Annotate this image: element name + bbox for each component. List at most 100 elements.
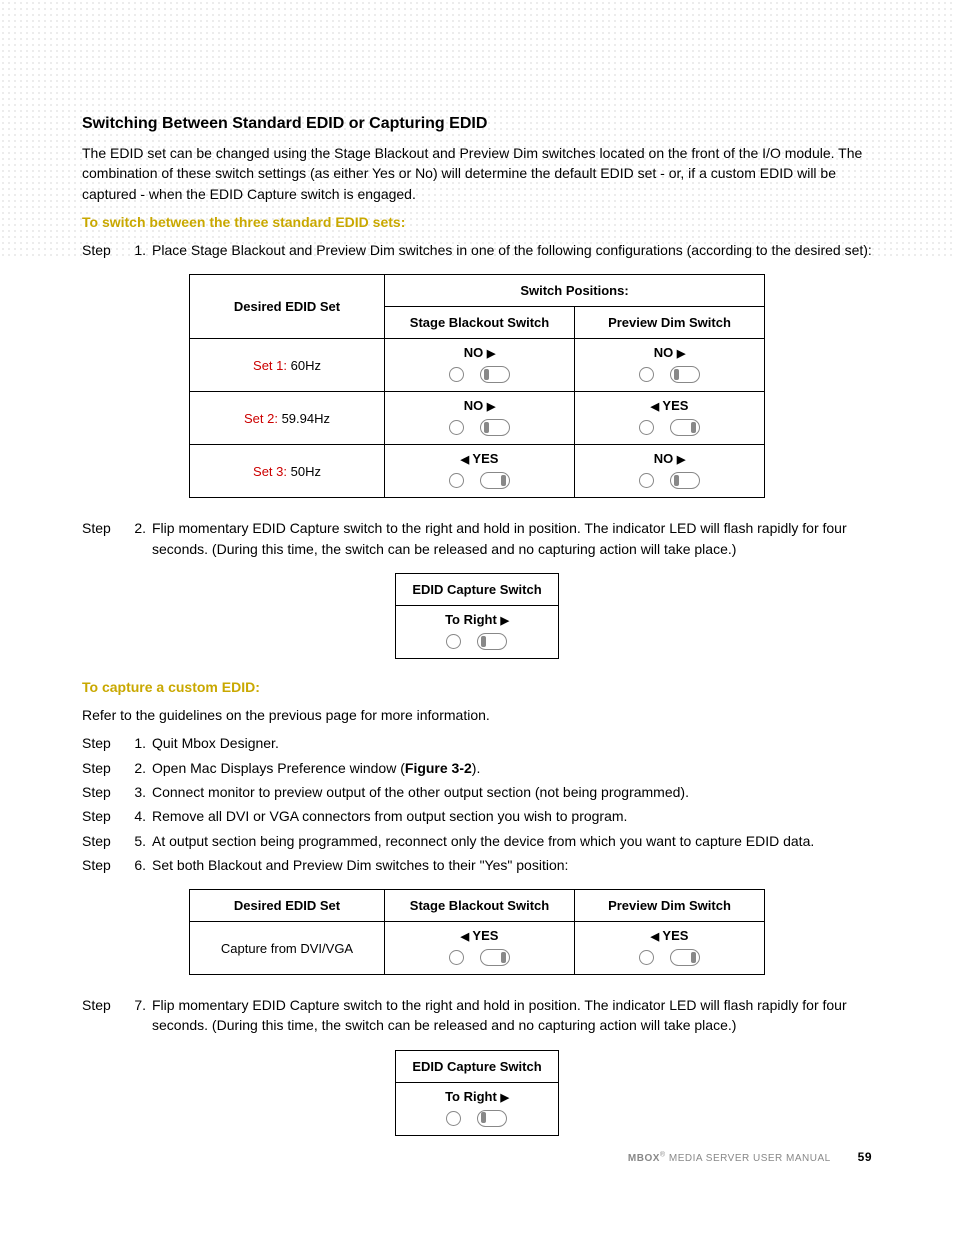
switch-graphic (396, 1110, 557, 1127)
led-icon (449, 950, 464, 965)
step: Step4.Remove all DVI or VGA connectors f… (82, 806, 872, 826)
capture-cell: To Right ▶ (396, 605, 558, 658)
page-footer: MBOX® MEDIA SERVER USER MANUAL 59 (628, 1150, 872, 1164)
toggle-icon (480, 472, 510, 489)
blackout-cell: ◀ YES (385, 922, 575, 975)
step-1: Step 1. Place Stage Blackout and Preview… (82, 240, 872, 260)
step: Step6.Set both Blackout and Preview Dim … (82, 855, 872, 875)
step-number: 2. (126, 518, 152, 559)
toggle-icon (670, 366, 700, 383)
th-preview: Preview Dim Switch (575, 890, 765, 922)
step: Step1.Quit Mbox Designer. (82, 733, 872, 753)
step-label: Step (82, 995, 126, 1036)
arrow-left-icon: ◀ (651, 930, 659, 943)
step: Step2.Open Mac Displays Preference windo… (82, 758, 872, 778)
arrow-right-icon: ▶ (487, 400, 495, 413)
arrow-right-icon: ▶ (677, 347, 685, 360)
arrow-left-icon: ◀ (651, 400, 659, 413)
step-text: Set both Blackout and Preview Dim switch… (152, 855, 872, 875)
th-preview: Preview Dim Switch (575, 307, 765, 339)
arrow-left-icon: ◀ (461, 930, 469, 943)
section-heading: Switching Between Standard EDID or Captu… (82, 115, 872, 133)
set-cell: Set 3: 50Hz (190, 445, 385, 498)
capture-set-cell: Capture from DVI/VGA (190, 922, 385, 975)
step-label: Step (82, 518, 126, 559)
step-text: Flip momentary EDID Capture switch to th… (152, 995, 872, 1036)
blackout-cell: NO ▶ (385, 392, 575, 445)
step-label: Step (82, 782, 126, 802)
toggle-icon (477, 633, 507, 650)
led-icon (449, 367, 464, 382)
capture-cell: To Right ▶ (396, 1082, 558, 1135)
step-number: 4. (126, 806, 152, 826)
arrow-right-icon: ▶ (500, 614, 508, 627)
step-text: Place Stage Blackout and Preview Dim swi… (152, 240, 872, 260)
led-icon (639, 473, 654, 488)
toggle-icon (477, 1110, 507, 1127)
step-label: Step (82, 831, 126, 851)
step-label: Step (82, 733, 126, 753)
preview-cell: NO ▶ (575, 339, 765, 392)
step-text: Remove all DVI or VGA connectors from ou… (152, 806, 872, 826)
th-blackout: Stage Blackout Switch (385, 307, 575, 339)
led-icon (639, 950, 654, 965)
preview-cell: ◀ YES (575, 392, 765, 445)
led-icon (446, 634, 461, 649)
led-icon (449, 420, 464, 435)
step-number: 6. (126, 855, 152, 875)
blackout-cell: ◀ YES (385, 445, 575, 498)
toggle-icon (480, 366, 510, 383)
step-number: 1. (126, 240, 152, 260)
arrow-right-icon: ▶ (677, 453, 685, 466)
step-label: Step (82, 806, 126, 826)
subheading-switch-standard: To switch between the three standard EDI… (82, 214, 872, 230)
step-label: Step (82, 855, 126, 875)
arrow-left-icon: ◀ (461, 453, 469, 466)
th-desired-set: Desired EDID Set (190, 890, 385, 922)
toggle-icon (670, 949, 700, 966)
capture-title: EDID Capture Switch (396, 1050, 558, 1082)
step-label: Step (82, 240, 126, 260)
toggle-icon (480, 419, 510, 436)
step-text: Open Mac Displays Preference window (Fig… (152, 758, 872, 778)
capture-switch-table: Desired EDID Set Stage Blackout Switch P… (189, 889, 765, 975)
step-label: Step (82, 758, 126, 778)
step-number: 3. (126, 782, 152, 802)
table-row: Capture from DVI/VGA ◀ YES ◀ YES (190, 922, 765, 975)
set-cell: Set 1: 60Hz (190, 339, 385, 392)
step-text: Connect monitor to preview output of the… (152, 782, 872, 802)
table-row: Set 1: 60HzNO ▶NO ▶ (190, 339, 765, 392)
refer-paragraph: Refer to the guidelines on the previous … (82, 705, 872, 725)
preview-cell: NO ▶ (575, 445, 765, 498)
table-row: Set 2: 59.94HzNO ▶◀ YES (190, 392, 765, 445)
blackout-cell: NO ▶ (385, 339, 575, 392)
step: Step5.At output section being programmed… (82, 831, 872, 851)
step-number: 1. (126, 733, 152, 753)
led-icon (639, 420, 654, 435)
step-text: Flip momentary EDID Capture switch to th… (152, 518, 872, 559)
step-text: At output section being programmed, reco… (152, 831, 872, 851)
table-row: Set 3: 50Hz◀ YESNO ▶ (190, 445, 765, 498)
edid-capture-box-1: EDID Capture Switch To Right ▶ (395, 573, 558, 659)
step: Step3.Connect monitor to preview output … (82, 782, 872, 802)
led-icon (446, 1111, 461, 1126)
capture-title: EDID Capture Switch (396, 573, 558, 605)
arrow-right-icon: ▶ (487, 347, 495, 360)
subheading-capture-custom: To capture a custom EDID: (82, 679, 872, 695)
switch-graphic (396, 633, 557, 650)
led-icon (449, 473, 464, 488)
arrow-right-icon: ▶ (500, 1091, 508, 1104)
page-number: 59 (858, 1150, 872, 1164)
led-icon (639, 367, 654, 382)
step-number: 7. (126, 995, 152, 1036)
th-blackout: Stage Blackout Switch (385, 890, 575, 922)
th-desired-set: Desired EDID Set (190, 275, 385, 339)
step-7: Step 7. Flip momentary EDID Capture swit… (82, 995, 872, 1036)
preview-cell: ◀ YES (575, 922, 765, 975)
step-number: 2. (126, 758, 152, 778)
step-2: Step 2. Flip momentary EDID Capture swit… (82, 518, 872, 559)
toggle-icon (670, 472, 700, 489)
toggle-icon (480, 949, 510, 966)
capture-label: To Right ▶ (396, 612, 557, 627)
step-text: Quit Mbox Designer. (152, 733, 872, 753)
